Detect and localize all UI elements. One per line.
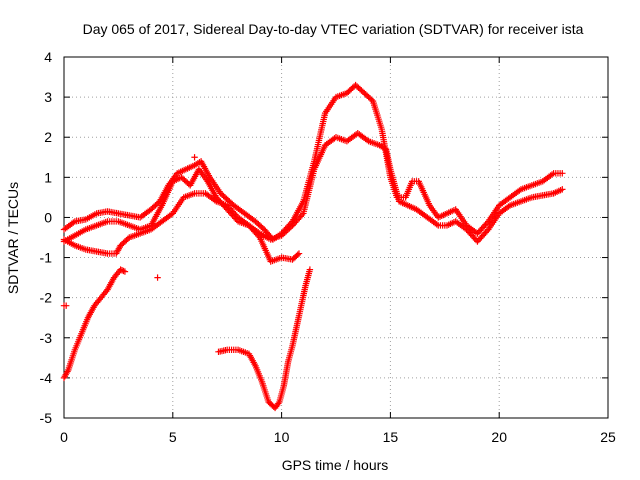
- data-point: [483, 227, 491, 235]
- x-tick-label: 0: [60, 429, 68, 445]
- data-point: [121, 268, 129, 275]
- y-tick-label: -5: [40, 410, 53, 426]
- y-tick-label: -2: [40, 290, 53, 306]
- x-axis-label: GPS time / hours: [282, 457, 389, 473]
- data-point: [124, 235, 132, 243]
- chart-title: Day 065 of 2017, Sidereal Day-to-day VTE…: [83, 21, 584, 37]
- x-tick-label: 10: [274, 429, 290, 445]
- x-tick-label: 15: [383, 429, 399, 445]
- data-point: [483, 219, 491, 227]
- data-point: [559, 186, 566, 193]
- data-point: [154, 274, 161, 281]
- data-point: [275, 400, 282, 407]
- y-tick-label: -4: [40, 370, 53, 386]
- data-points: [60, 81, 566, 412]
- data-point: [306, 266, 314, 273]
- data-point: [118, 267, 126, 274]
- data-point: [295, 250, 303, 257]
- data-point: [559, 170, 566, 177]
- y-tick-label: -1: [40, 250, 53, 266]
- data-point: [117, 266, 124, 273]
- data-point: [191, 154, 198, 161]
- y-tick-label: 0: [44, 209, 52, 225]
- y-axis-label: SDTVAR / TECUs: [5, 182, 21, 294]
- data-point: [62, 302, 70, 309]
- y-tick-label: 2: [44, 129, 52, 145]
- data-point: [120, 267, 127, 275]
- x-tick-label: 20: [491, 429, 507, 445]
- data-point: [294, 251, 301, 258]
- data-point: [368, 96, 375, 103]
- axis-ticks: 0 5 10 15 20 25 -5 -4 -3 -2 -1 0 1 2 3 4: [40, 49, 616, 445]
- y-tick-label: 3: [44, 89, 52, 105]
- y-tick-label: 1: [44, 169, 52, 185]
- y-tick-label: 4: [44, 49, 52, 65]
- x-tick-label: 5: [169, 429, 177, 445]
- y-tick-label: -3: [40, 330, 53, 346]
- data-point: [298, 211, 306, 219]
- x-tick-label: 25: [600, 429, 616, 445]
